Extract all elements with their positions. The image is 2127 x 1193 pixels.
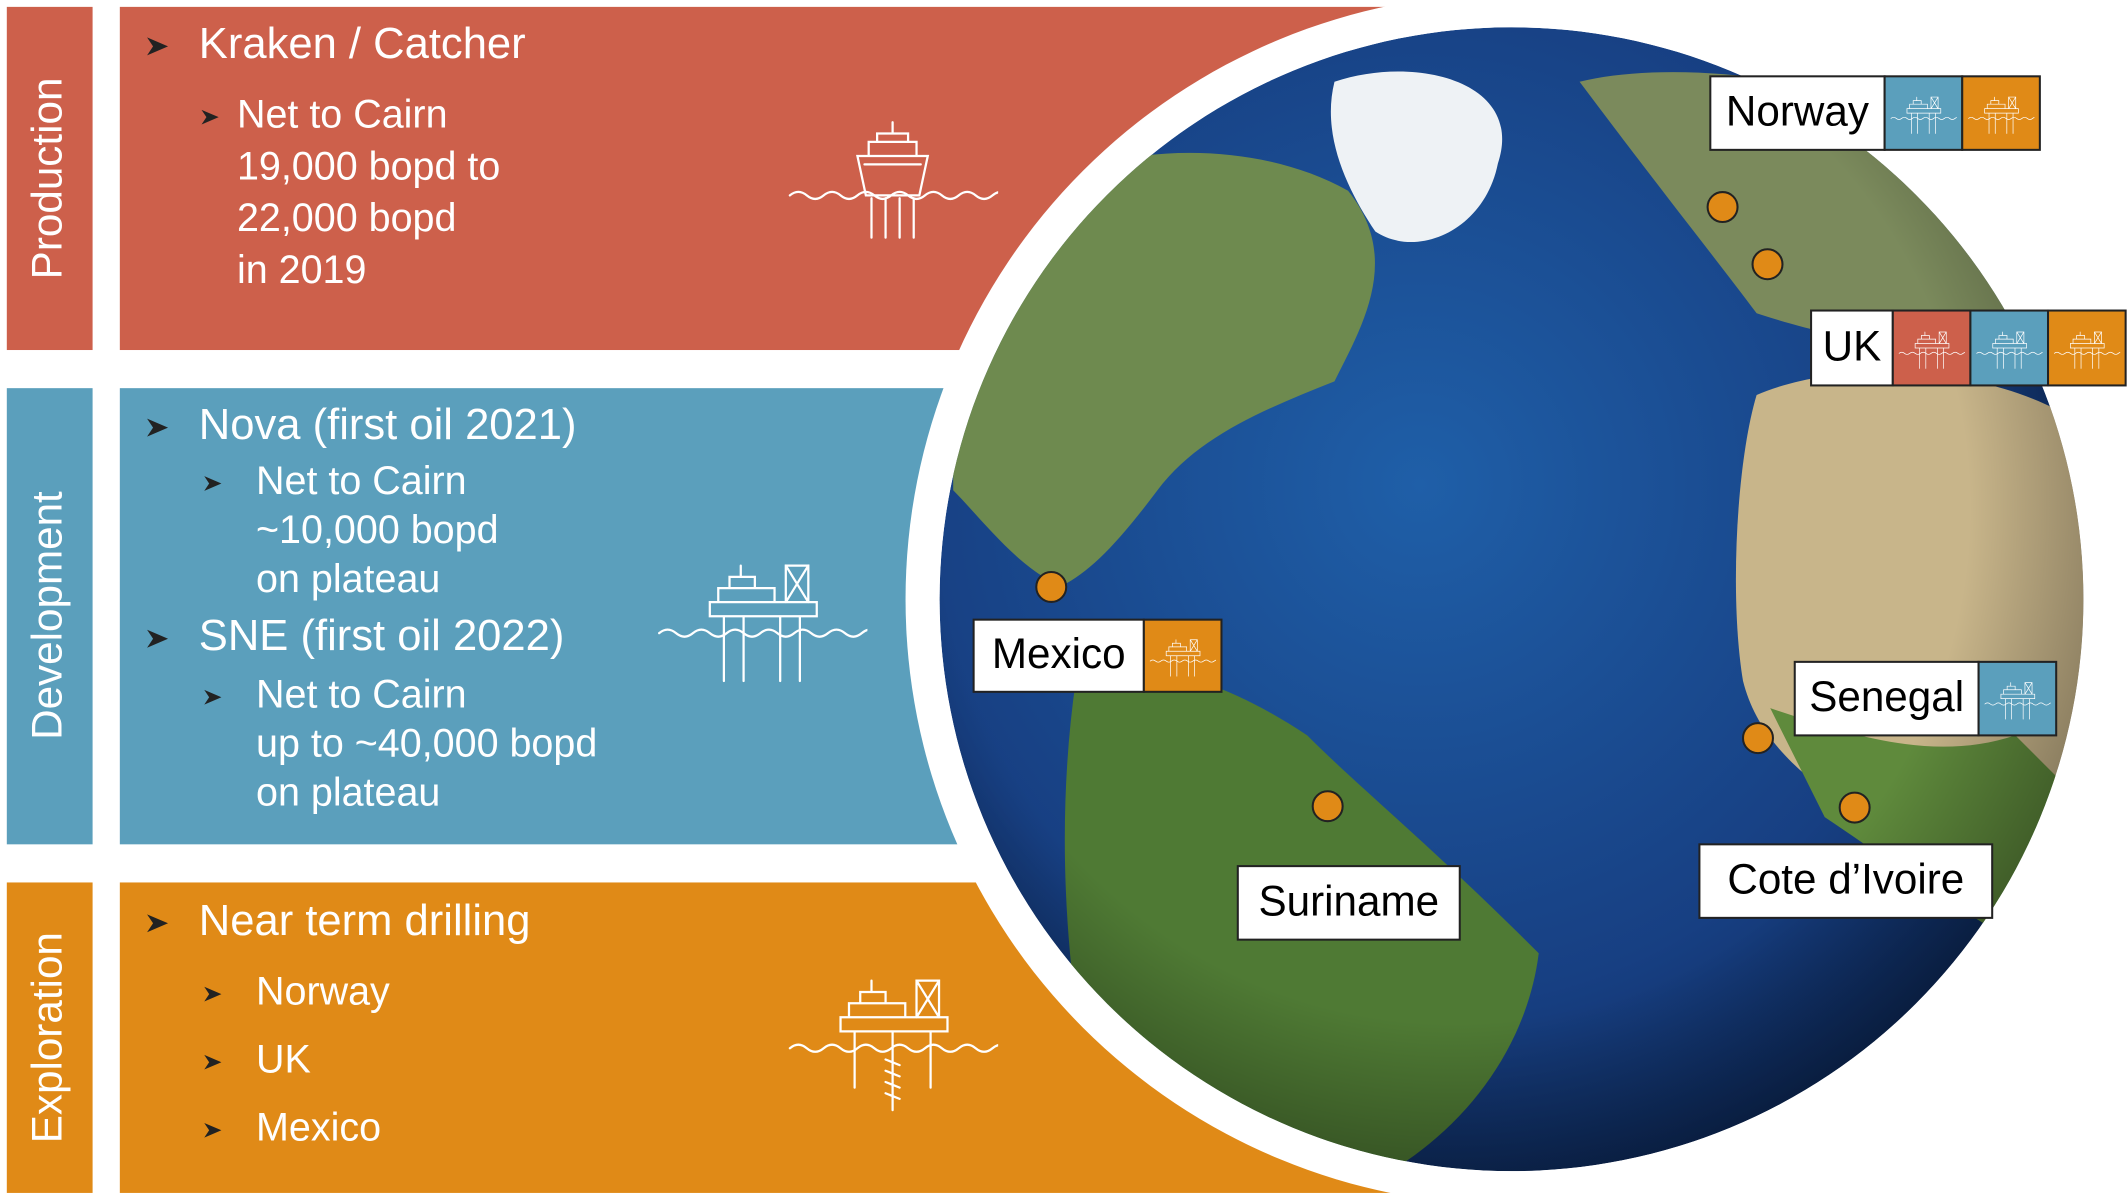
item-text: Norway xyxy=(256,970,390,1014)
item-text: Net to Cairn xyxy=(256,459,467,503)
location-label: Suriname xyxy=(1258,877,1439,924)
item-text: 19,000 bopd to xyxy=(237,144,500,188)
diagram: Production Kraken / Catcher Net to Cairn 19… xyxy=(0,0,2127,1193)
location-label: Senegal xyxy=(1809,673,1964,720)
location-label: Cote d’Ivoire xyxy=(1727,856,1964,903)
location-dot xyxy=(1743,723,1773,753)
section-label: Production xyxy=(24,78,71,280)
item-text: 22,000 bopd xyxy=(237,196,456,240)
location-label: Norway xyxy=(1726,88,1870,135)
location-dot xyxy=(1313,791,1343,821)
location-dot xyxy=(1840,793,1870,823)
item-heading: Near term drilling xyxy=(199,897,531,945)
item-heading: SNE (first oil 2022) xyxy=(199,612,565,660)
section-label: Exploration xyxy=(24,932,71,1143)
location-label: UK xyxy=(1823,323,1882,370)
item-text: ~10,000 bopd xyxy=(256,508,499,552)
item-text: up to ~40,000 bopd xyxy=(256,722,597,766)
item-text: Net to Cairn xyxy=(237,93,448,137)
location-dot xyxy=(1753,249,1783,279)
location-label: Mexico xyxy=(992,630,1126,677)
section-label: Development xyxy=(24,491,71,740)
item-text: Net to Cairn xyxy=(256,673,467,717)
page: {"sections":[ {"label":"Production","ite… xyxy=(0,0,2127,1193)
item-text: on plateau xyxy=(256,557,440,601)
item-heading: Kraken / Catcher xyxy=(199,20,526,68)
item-text: on plateau xyxy=(256,771,440,815)
location-dot xyxy=(1036,572,1066,602)
item-text: in 2019 xyxy=(237,248,366,292)
item-text: Mexico xyxy=(256,1106,381,1150)
item-heading: Nova (first oil 2021) xyxy=(199,401,577,449)
item-text: UK xyxy=(256,1038,311,1082)
location-dot xyxy=(1708,192,1738,222)
